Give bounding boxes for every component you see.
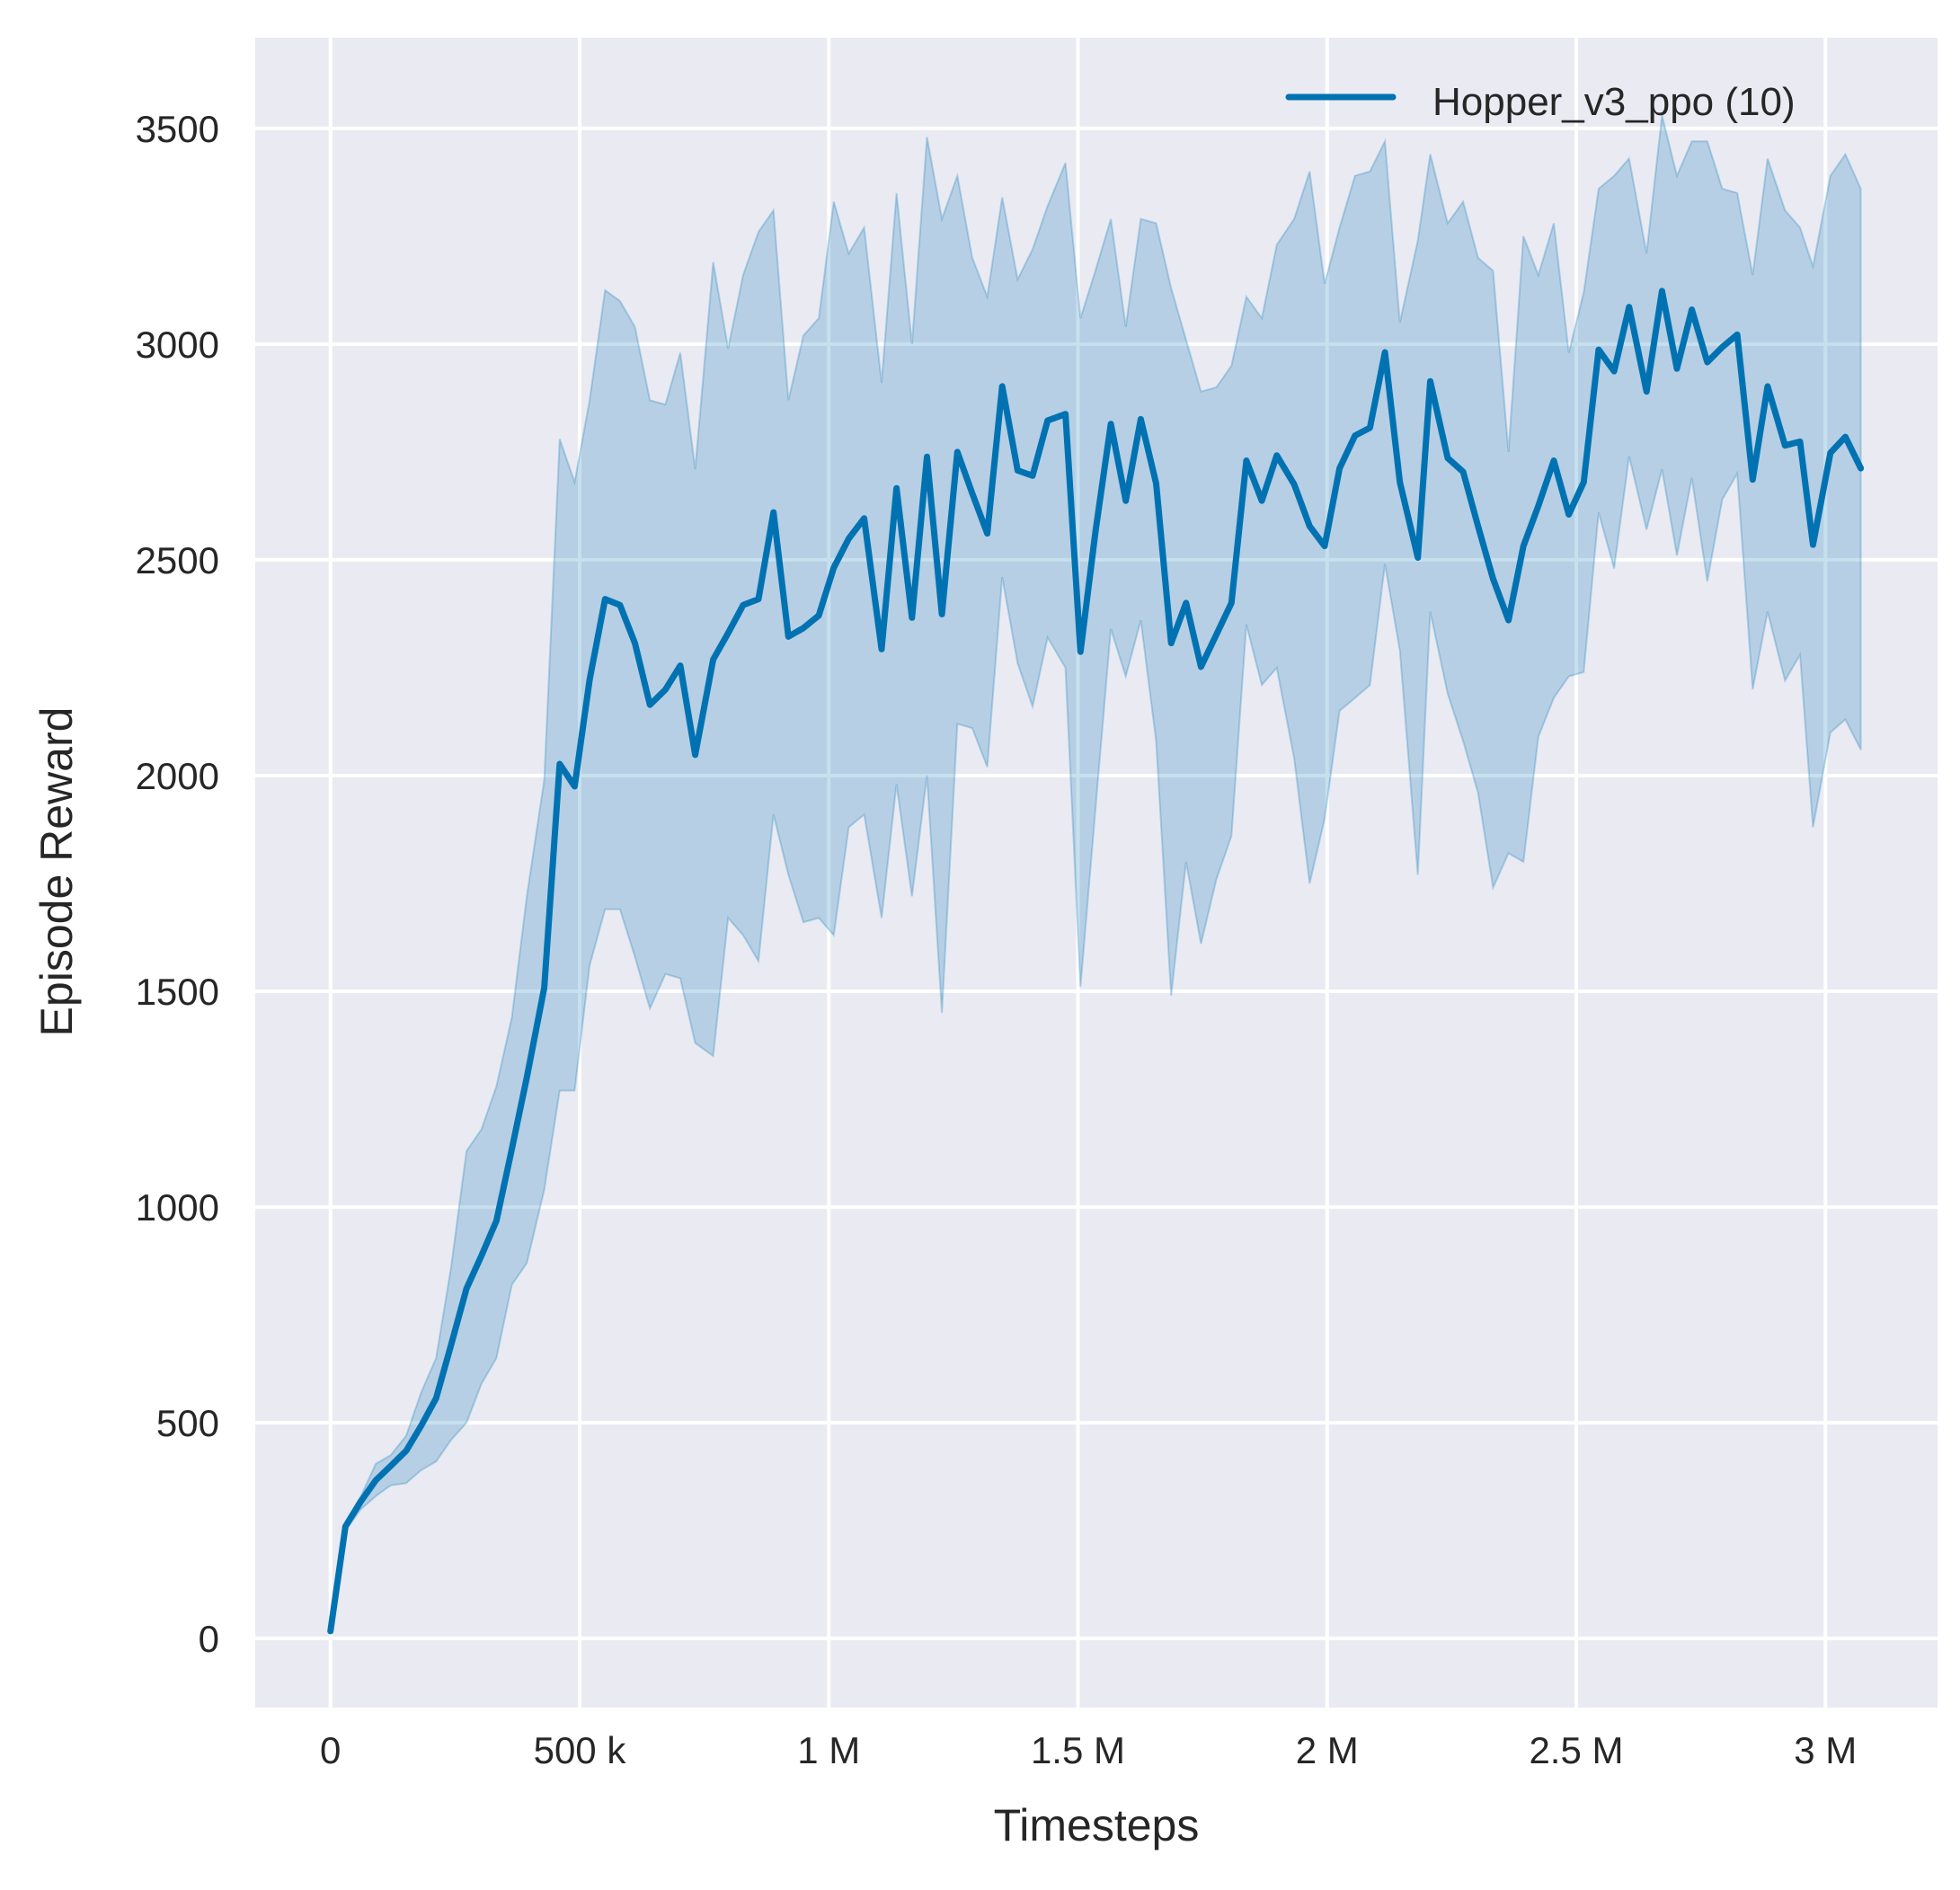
x-tick-label: 1 M [797,1729,860,1771]
legend: Hopper_v3_ppo (10) [1285,80,1796,124]
x-tick-label: 500 k [534,1729,627,1771]
y-tick-label: 2500 [136,539,219,581]
x-tick-label: 2.5 M [1529,1729,1623,1771]
grid [255,38,1938,1708]
series-mean-line [327,288,1865,1635]
legend-label: Hopper_v3_ppo (10) [1432,80,1796,124]
x-axis-label: Timesteps [994,1800,1200,1850]
x-tick-label: 0 [320,1729,341,1771]
y-tick-label: 0 [199,1618,219,1660]
x-tick-label: 3 M [1794,1729,1857,1771]
y-tick-label: 3000 [136,324,219,366]
y-tick-label: 3500 [136,108,219,150]
y-tick-label: 1500 [136,971,219,1013]
y-tick-label: 2000 [136,755,219,797]
x-tick-label: 1.5 M [1031,1729,1125,1771]
y-axis-label: Episode Reward [31,707,82,1037]
x-tick-labels: 0 500 k 1 M 1.5 M 2 M 2.5 M 3 M [320,1729,1857,1771]
y-tick-label: 1000 [136,1186,219,1229]
y-tick-label: 500 [156,1402,219,1444]
x-tick-label: 2 M [1296,1729,1359,1771]
series-lines [327,288,1865,1635]
y-tick-labels: 0 500 1000 1500 2000 2500 3000 3500 [136,108,219,1660]
